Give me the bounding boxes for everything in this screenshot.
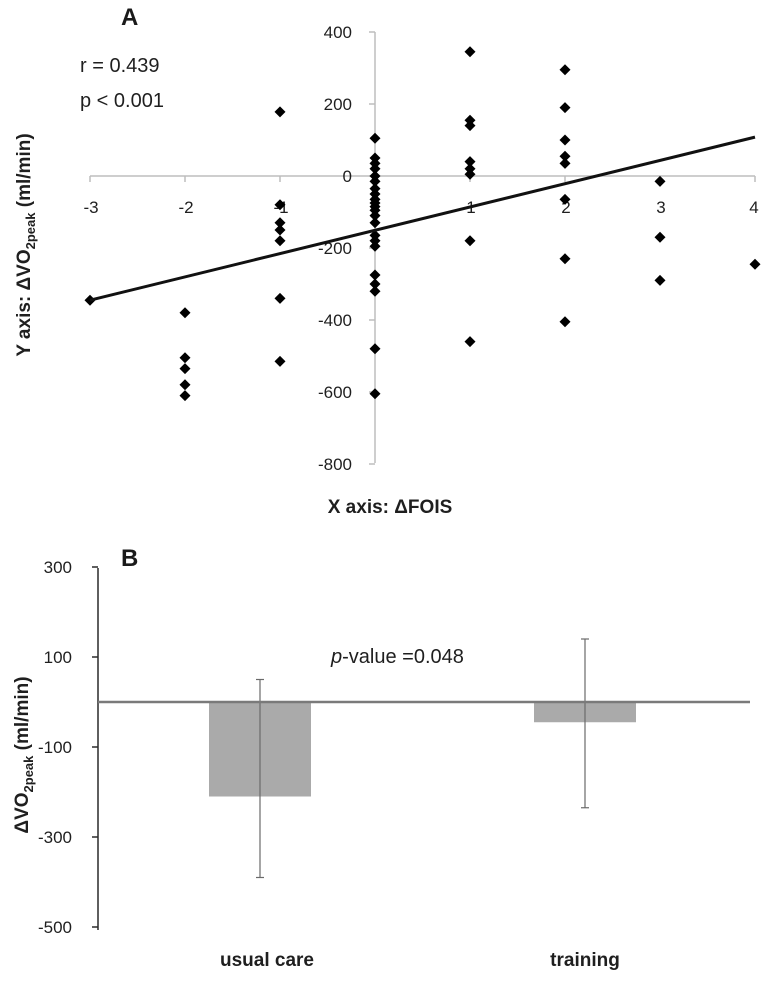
scatter-point	[464, 120, 476, 132]
panel-a-label: A	[121, 4, 138, 31]
scatter-y-tick-label: -600	[318, 383, 352, 402]
scatter-point	[369, 175, 381, 187]
scatter-point	[749, 258, 761, 270]
scatter-point	[464, 235, 476, 247]
scatter-y-tick-label: -400	[318, 311, 352, 330]
panel-a: A -3 -2 -1 1 2 3 4 400 200 0 -200 -400 -…	[14, 4, 761, 518]
scatter-point	[369, 240, 381, 252]
scatter-point	[369, 217, 381, 229]
scatter-point	[559, 64, 571, 76]
scatter-x-tick-label: 4	[749, 198, 758, 217]
scatter-point	[369, 269, 381, 281]
p-value-text: -value =0.048	[342, 646, 464, 668]
scatter-point	[559, 193, 571, 205]
bar-y-tick-label: -300	[38, 828, 72, 847]
scatter-y-tick-label: -800	[318, 455, 352, 474]
correlation-r-annotation: r = 0.439	[80, 55, 160, 77]
bar-y-tick-label: -500	[38, 918, 72, 937]
scatter-point	[274, 199, 286, 211]
scatter-point	[274, 217, 286, 229]
panel-b-label: B	[121, 545, 138, 572]
bar-y-axis-title-main: ΔVO	[12, 792, 33, 833]
bar-category-label: usual care	[220, 950, 314, 971]
bars	[209, 638, 636, 879]
scatter-point	[179, 307, 191, 319]
correlation-p-annotation: p < 0.001	[80, 90, 164, 112]
scatter-point	[274, 106, 286, 118]
bar-category-label: training	[550, 950, 620, 971]
scatter-x-tick-label: -3	[83, 198, 98, 217]
scatter-x-tick-label: 3	[656, 198, 665, 217]
scatter-y-axis-title-sub: 2peak	[23, 212, 38, 250]
scatter-point	[274, 235, 286, 247]
scatter-point	[559, 157, 571, 169]
scatter-point	[369, 210, 381, 222]
scatter-point	[369, 285, 381, 297]
scatter-y-tick-label: 0	[343, 167, 352, 186]
scatter-point	[369, 163, 381, 175]
bar-y-tick-label: 300	[44, 558, 72, 577]
bar-y-axis-title-units: (ml/min)	[12, 676, 33, 755]
bar-y-tick-marks	[92, 566, 98, 928]
scatter-y-axis-title-main: Y axis: ΔVO	[14, 249, 35, 356]
scatter-point	[369, 388, 381, 400]
scatter-x-tick-label: 2	[561, 198, 570, 217]
scatter-point	[179, 352, 191, 364]
bar-y-tick-label: 100	[44, 648, 72, 667]
scatter-points	[84, 46, 761, 402]
scatter-y-tick-label: 200	[324, 95, 352, 114]
scatter-point	[179, 379, 191, 391]
bar-y-tick-label: -100	[38, 738, 72, 757]
scatter-point	[559, 253, 571, 265]
scatter-point	[179, 363, 191, 375]
scatter-point	[274, 292, 286, 304]
bar-y-axis-title-sub: 2peak	[21, 755, 36, 793]
scatter-point	[464, 168, 476, 180]
scatter-y-axis-title: Y axis: ΔVO2peak (ml/min)	[14, 133, 38, 356]
bar-y-axis-title: ΔVO2peak (ml/min)	[12, 676, 36, 833]
panel-b: B 300 100 -100 -300 -500 p-value =0.048 …	[12, 545, 750, 971]
scatter-point	[274, 224, 286, 236]
scatter-point	[179, 390, 191, 402]
scatter-point	[559, 102, 571, 114]
scatter-x-axis-title: X axis: ΔFOIS	[328, 497, 453, 518]
scatter-point	[559, 316, 571, 328]
scatter-point	[559, 150, 571, 162]
scatter-point	[369, 278, 381, 290]
scatter-point	[464, 156, 476, 168]
scatter-point	[369, 343, 381, 355]
scatter-point	[654, 231, 666, 243]
scatter-point	[654, 274, 666, 286]
scatter-y-axis-title-units: (ml/min)	[14, 133, 35, 212]
scatter-point	[369, 132, 381, 144]
scatter-point	[464, 336, 476, 348]
scatter-trendline	[89, 135, 756, 302]
scatter-point	[559, 134, 571, 146]
scatter-point	[464, 46, 476, 58]
scatter-x-tick-label: -2	[178, 198, 193, 217]
scatter-point	[654, 175, 666, 187]
scatter-y-tick-label: 400	[324, 23, 352, 42]
p-value-annotation: p-value =0.048	[330, 646, 464, 668]
scatter-point	[274, 355, 286, 367]
p-value-italic-p: p	[330, 646, 342, 668]
